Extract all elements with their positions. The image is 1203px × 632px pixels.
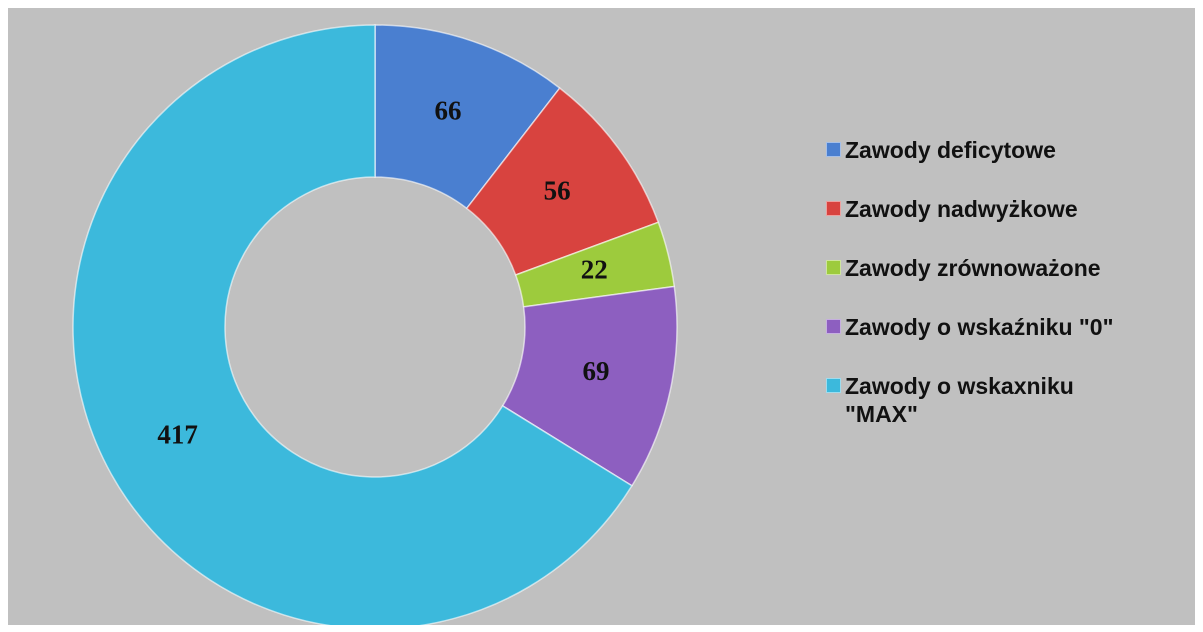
legend-swatch [826,319,841,334]
legend-swatch [826,378,841,393]
legend-swatch [826,260,841,275]
legend-label: Zawody zrównoważone [845,255,1101,281]
data-label: 417 [157,419,198,449]
legend-label: Zawody nadwyżkowe [845,196,1078,222]
legend: Zawody deficytowe Zawody nadwyżkowe Zawody… [826,136,1156,459]
legend-swatch [826,142,841,157]
legend-item: Zawody o wskaźniku "0" [826,313,1156,341]
data-label: 69 [583,356,610,386]
data-label: 56 [544,175,571,205]
legend-label: Zawody o wskaxniku "MAX" [845,373,1074,427]
chart-area: 66 56 22 69 417 Zawody deficytowe Zawody nadw… [8,8,1195,625]
legend-item: Zawody nadwyżkowe [826,195,1156,223]
legend-item: Zawody zrównoważone [826,254,1156,282]
legend-label: Zawody o wskaźniku "0" [845,314,1114,340]
legend-item: Zawody deficytowe [826,136,1156,164]
legend-item: Zawody o wskaxniku "MAX" [826,372,1156,428]
data-label: 22 [581,255,608,285]
legend-label: Zawody deficytowe [845,137,1056,163]
slice [72,24,633,625]
data-label: 66 [435,95,462,125]
chart: 66 56 22 69 417 [72,24,678,625]
legend-swatch [826,201,841,216]
